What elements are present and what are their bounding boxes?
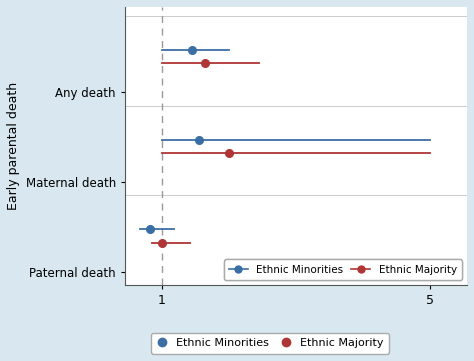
- Legend: Ethnic Minorities, Ethnic Majority: Ethnic Minorities, Ethnic Majority: [224, 260, 462, 280]
- Legend: Ethnic Minorities, Ethnic Majority: Ethnic Minorities, Ethnic Majority: [151, 332, 390, 354]
- Y-axis label: Early parental death: Early parental death: [7, 82, 20, 210]
